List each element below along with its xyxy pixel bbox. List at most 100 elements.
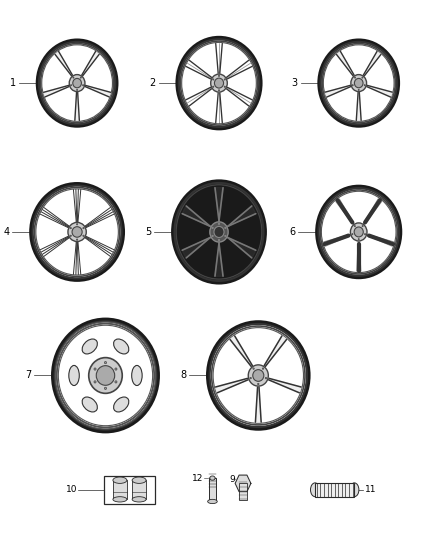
Polygon shape bbox=[230, 336, 252, 367]
Ellipse shape bbox=[350, 223, 367, 241]
Ellipse shape bbox=[115, 368, 117, 370]
Ellipse shape bbox=[113, 397, 129, 412]
Ellipse shape bbox=[352, 85, 353, 86]
Polygon shape bbox=[215, 378, 248, 393]
Ellipse shape bbox=[72, 227, 82, 237]
Text: 7: 7 bbox=[25, 370, 31, 381]
Polygon shape bbox=[85, 85, 111, 97]
Ellipse shape bbox=[215, 78, 223, 88]
Ellipse shape bbox=[69, 75, 85, 92]
Ellipse shape bbox=[253, 368, 254, 369]
Ellipse shape bbox=[213, 86, 214, 87]
Ellipse shape bbox=[113, 497, 127, 502]
Polygon shape bbox=[255, 387, 261, 422]
Ellipse shape bbox=[364, 85, 365, 86]
Polygon shape bbox=[215, 243, 223, 277]
Text: 9: 9 bbox=[230, 475, 235, 483]
Ellipse shape bbox=[113, 477, 127, 483]
Ellipse shape bbox=[258, 383, 259, 385]
Ellipse shape bbox=[354, 78, 363, 88]
Polygon shape bbox=[356, 92, 361, 120]
Ellipse shape bbox=[68, 222, 86, 241]
Ellipse shape bbox=[83, 235, 84, 237]
Ellipse shape bbox=[354, 225, 355, 227]
Polygon shape bbox=[75, 92, 79, 120]
Ellipse shape bbox=[104, 361, 106, 364]
Bar bbox=[132, 480, 146, 499]
Ellipse shape bbox=[73, 78, 81, 88]
Text: 10: 10 bbox=[66, 485, 77, 494]
Ellipse shape bbox=[113, 339, 129, 354]
Polygon shape bbox=[182, 206, 210, 227]
Ellipse shape bbox=[224, 79, 225, 80]
Text: 1: 1 bbox=[10, 78, 16, 88]
Ellipse shape bbox=[82, 397, 97, 412]
Ellipse shape bbox=[364, 233, 366, 235]
Polygon shape bbox=[325, 85, 351, 97]
Ellipse shape bbox=[82, 339, 97, 354]
Text: 12: 12 bbox=[191, 474, 203, 482]
Ellipse shape bbox=[83, 228, 84, 229]
Ellipse shape bbox=[69, 366, 79, 385]
Ellipse shape bbox=[352, 233, 353, 235]
Polygon shape bbox=[264, 336, 286, 367]
Ellipse shape bbox=[208, 499, 217, 504]
Ellipse shape bbox=[213, 79, 214, 80]
Polygon shape bbox=[44, 85, 69, 97]
Ellipse shape bbox=[77, 239, 78, 240]
Polygon shape bbox=[367, 85, 392, 97]
Text: 8: 8 bbox=[180, 370, 186, 381]
Polygon shape bbox=[363, 51, 381, 76]
Ellipse shape bbox=[132, 366, 142, 385]
Ellipse shape bbox=[358, 90, 359, 91]
Ellipse shape bbox=[358, 239, 359, 240]
Ellipse shape bbox=[212, 227, 213, 229]
Bar bbox=[104, 476, 155, 504]
Text: 2: 2 bbox=[149, 78, 155, 88]
Text: 3: 3 bbox=[291, 78, 297, 88]
Text: 4: 4 bbox=[4, 227, 10, 237]
Bar bbox=[113, 480, 127, 499]
Polygon shape bbox=[228, 206, 256, 227]
Ellipse shape bbox=[70, 228, 71, 229]
Polygon shape bbox=[55, 52, 72, 76]
Polygon shape bbox=[228, 238, 256, 258]
Ellipse shape bbox=[224, 86, 225, 87]
Ellipse shape bbox=[132, 497, 146, 502]
Text: 11: 11 bbox=[365, 485, 377, 494]
Ellipse shape bbox=[362, 77, 363, 78]
Ellipse shape bbox=[265, 377, 267, 379]
Ellipse shape bbox=[214, 227, 224, 238]
Ellipse shape bbox=[80, 77, 81, 78]
Ellipse shape bbox=[94, 368, 96, 370]
Ellipse shape bbox=[173, 181, 265, 282]
Ellipse shape bbox=[177, 185, 261, 278]
Ellipse shape bbox=[73, 77, 74, 78]
Ellipse shape bbox=[250, 377, 251, 379]
Ellipse shape bbox=[132, 477, 146, 483]
Ellipse shape bbox=[89, 358, 122, 393]
Ellipse shape bbox=[354, 227, 363, 237]
Ellipse shape bbox=[253, 369, 264, 381]
Ellipse shape bbox=[311, 483, 320, 497]
Text: 6: 6 bbox=[289, 227, 295, 237]
Bar bbox=[239, 483, 247, 500]
Bar bbox=[209, 478, 216, 502]
Bar bbox=[315, 483, 354, 497]
Ellipse shape bbox=[211, 74, 227, 92]
Polygon shape bbox=[182, 238, 210, 258]
Ellipse shape bbox=[212, 235, 213, 237]
Ellipse shape bbox=[77, 224, 78, 225]
Ellipse shape bbox=[115, 381, 117, 383]
Polygon shape bbox=[336, 51, 354, 76]
Ellipse shape bbox=[354, 77, 356, 78]
Ellipse shape bbox=[248, 365, 268, 386]
Ellipse shape bbox=[351, 75, 367, 92]
Ellipse shape bbox=[77, 90, 78, 91]
Ellipse shape bbox=[262, 368, 264, 369]
Polygon shape bbox=[82, 52, 99, 76]
Polygon shape bbox=[268, 378, 301, 393]
Ellipse shape bbox=[210, 222, 228, 242]
Ellipse shape bbox=[94, 381, 96, 383]
Ellipse shape bbox=[210, 476, 215, 480]
